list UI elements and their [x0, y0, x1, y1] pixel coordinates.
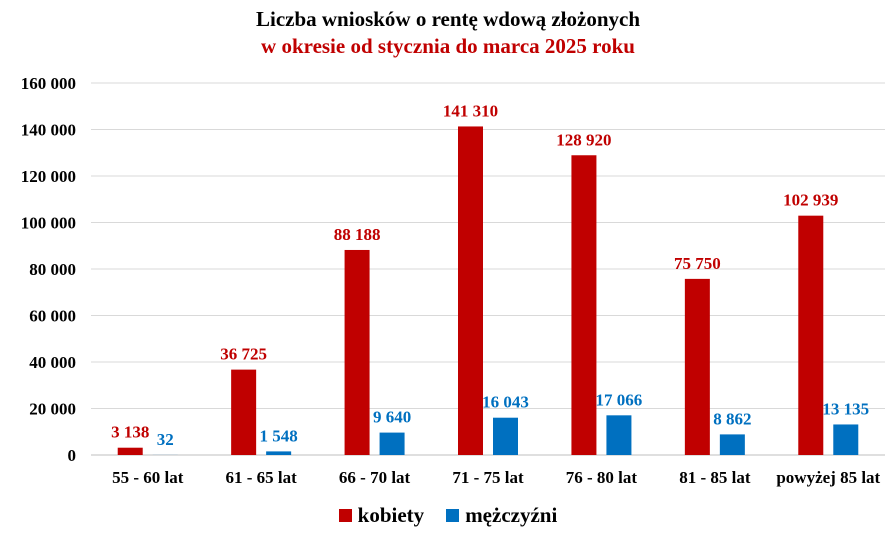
x-tick-label: 76 - 80 lat: [566, 468, 638, 487]
bar-mezczyzni: [833, 424, 859, 455]
bar-kobiety: [344, 249, 370, 455]
y-tick-label: 140 000: [21, 121, 76, 140]
y-tick-label: 60 000: [29, 307, 76, 326]
x-tick-label: 66 - 70 lat: [339, 468, 411, 487]
bar-mezczyzni: [493, 417, 518, 455]
data-label-kobiety: 75 750: [674, 254, 721, 273]
x-tick-label: powyżej 85 lat: [776, 468, 880, 487]
chart-legend: kobiety mężczyźni: [0, 503, 896, 528]
bar-kobiety: [117, 447, 143, 455]
data-label-kobiety: 3 138: [111, 423, 149, 442]
x-tick-label: 71 - 75 lat: [452, 468, 524, 487]
bar-kobiety: [571, 155, 597, 456]
data-label-kobiety: 88 188: [334, 225, 381, 244]
data-label-mezczyzni: 16 043: [482, 393, 529, 412]
data-label-mezczyzni: 9 640: [373, 408, 411, 427]
y-tick-label: 160 000: [21, 74, 76, 93]
data-label-kobiety: 128 920: [556, 130, 611, 149]
data-label-mezczyzni: 32: [157, 430, 174, 449]
legend-label-kobiety: kobiety: [357, 503, 425, 527]
bar-mezczyzni: [266, 451, 292, 455]
y-tick-label: 100 000: [21, 214, 76, 233]
bar-kobiety: [684, 278, 710, 455]
y-tick-label: 40 000: [29, 353, 76, 372]
bar-mezczyzni: [606, 415, 632, 455]
y-tick-label: 0: [68, 446, 77, 465]
data-label-mezczyzni: 13 135: [822, 399, 869, 418]
legend-item-kobiety: kobiety: [338, 503, 425, 528]
legend-item-mezczyzni: mężczyźni: [446, 503, 557, 528]
bar-kobiety: [798, 215, 824, 455]
y-tick-label: 120 000: [21, 167, 76, 186]
bar-mezczyzni: [379, 432, 405, 455]
data-label-mezczyzni: 8 862: [713, 409, 751, 428]
data-label-kobiety: 102 939: [783, 191, 838, 210]
data-label-kobiety: 141 310: [443, 101, 498, 120]
chart-subtitle: w okresie od stycznia do marca 2025 roku: [261, 34, 635, 58]
bar-kobiety: [231, 369, 257, 455]
legend-swatch-mezczyzni: [446, 509, 460, 522]
data-label-mezczyzni: 17 066: [596, 390, 643, 409]
legend-label-mezczyzni: mężczyźni: [465, 503, 558, 527]
x-tick-label: 55 - 60 lat: [112, 468, 184, 487]
legend-swatch-kobiety: [338, 509, 352, 522]
y-tick-label: 80 000: [29, 260, 76, 279]
chart-title: Liczba wniosków o rentę wdową złożonych: [255, 7, 641, 31]
bar-kobiety: [458, 126, 483, 455]
data-label-kobiety: 36 725: [220, 345, 267, 364]
x-tick-label: 61 - 65 lat: [225, 468, 297, 487]
y-tick-label: 20 000: [29, 400, 76, 419]
x-tick-label: 81 - 85 lat: [679, 468, 751, 487]
bar-mezczyzni: [719, 434, 745, 455]
data-label-mezczyzni: 1 548: [260, 426, 298, 445]
